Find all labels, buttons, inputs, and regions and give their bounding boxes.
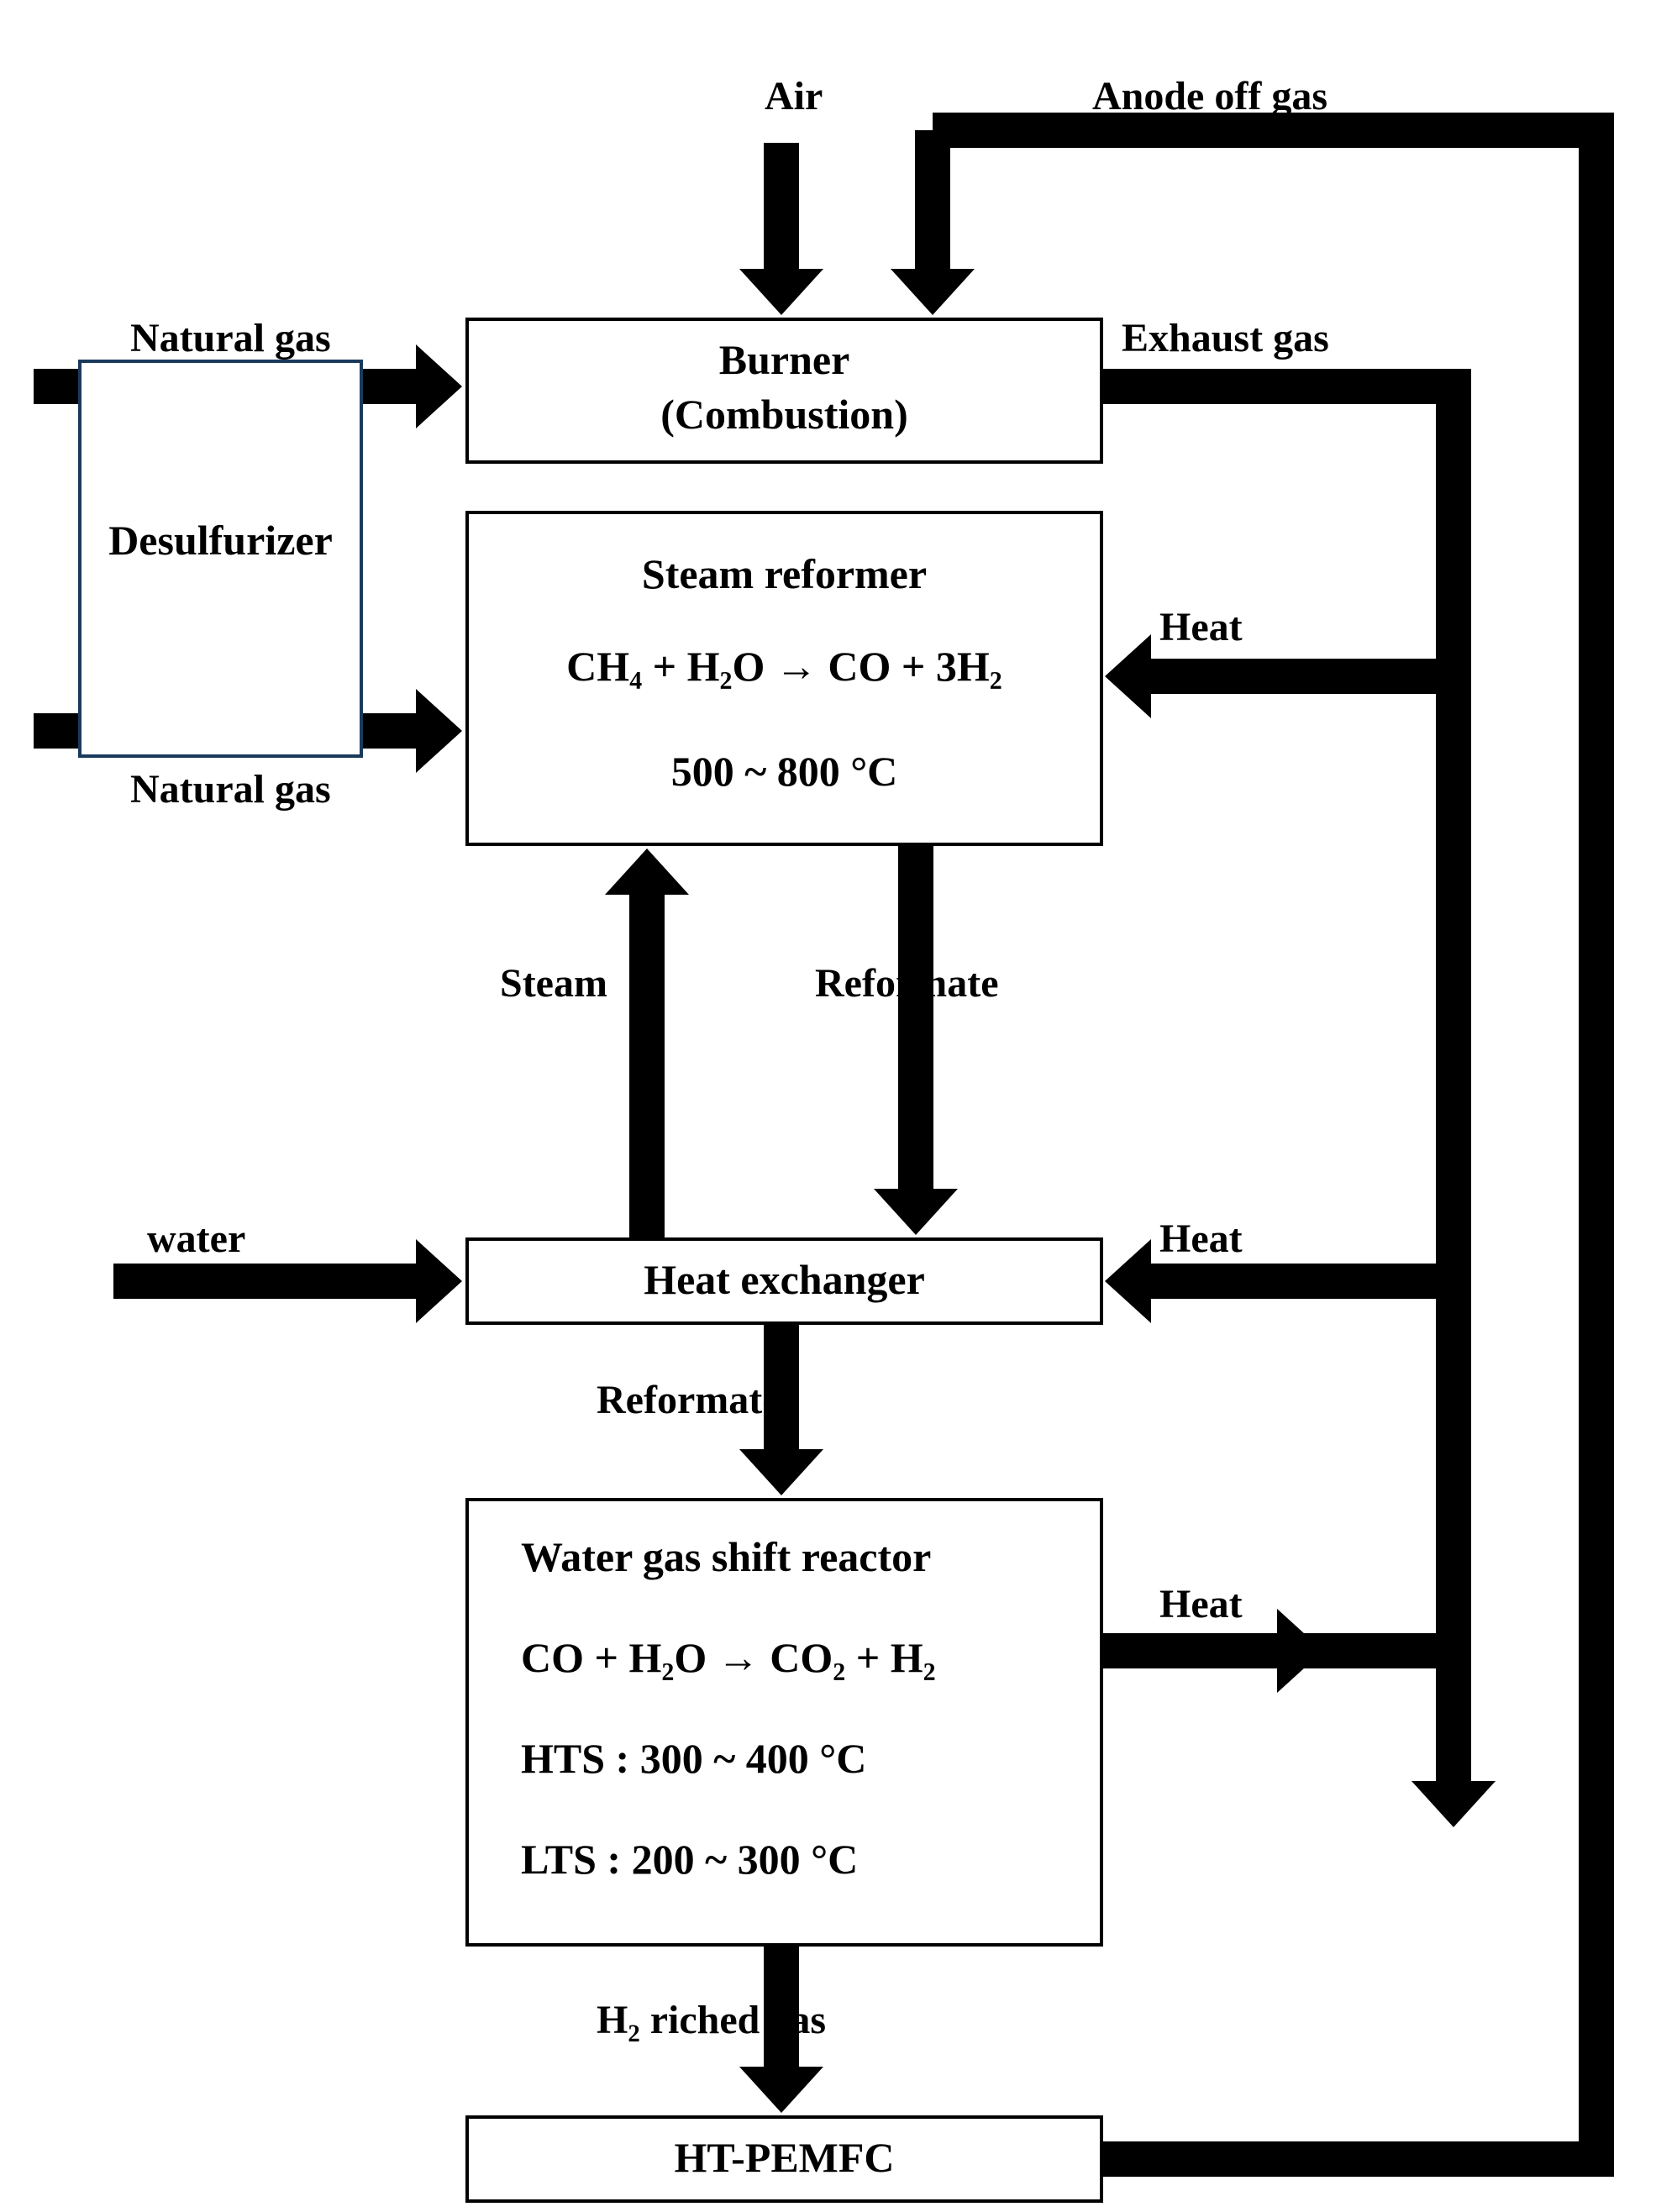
node-burner-line-0: Burner [719,336,850,383]
label-h2gas: H₂ riched gas [597,1998,826,2042]
steam-up [605,849,689,895]
node-wgs-line-1: CO + H₂O → CO₂ + H₂ [521,1634,936,1681]
hex-to-wgs [739,1449,823,1495]
label-air: Air [765,74,823,118]
node-desulfurizer-line-0: Desulfurizer [108,517,333,564]
label-reformate1: Reformate [815,961,999,1006]
label-steam: Steam [500,961,607,1006]
label-anode_off: Anode off gas [1092,74,1327,118]
label-exhaust: Exhaust gas [1122,316,1329,360]
anode-down [891,269,975,315]
label-heat1: Heat [1159,605,1243,649]
wgs-heat-out [1277,1609,1323,1693]
water-in [416,1239,462,1323]
node-reformer-line-1: CH₄ + H₂O → CO + 3H₂ [566,643,1002,690]
label-heat2: Heat [1159,1216,1243,1261]
node-reformer-line-0: Steam reformer [642,550,927,597]
node-hex-line-0: Heat exchanger [644,1256,925,1303]
label-reformate2: Reformate [597,1378,781,1422]
label-water: water [147,1216,245,1261]
label-heat3: Heat [1159,1582,1243,1626]
wgs-to-pemfc [739,2067,823,2113]
node-wgs-line-0: Water gas shift reactor [521,1533,931,1580]
heat-to-hex [1105,1239,1151,1323]
ng-to-reformer [416,689,462,773]
node-pemfc-line-0: HT-PEMFC [674,2134,894,2181]
node-wgs-line-2: HTS : 300 ~ 400 °C [521,1735,866,1782]
node-reformer-line-2: 500 ~ 800 °C [671,748,898,795]
ng-to-burner [416,344,462,428]
heat-to-reformer [1105,634,1151,718]
node-wgs-line-3: LTS : 200 ~ 300 °C [521,1836,858,1883]
label-natgas1: Natural gas [130,316,331,360]
exhaust-main-head [1412,1781,1496,1827]
reformate-down [874,1189,958,1235]
node-burner-line-1: (Combustion) [660,391,907,438]
label-natgas2: Natural gas [130,767,331,812]
air-in [739,269,823,315]
